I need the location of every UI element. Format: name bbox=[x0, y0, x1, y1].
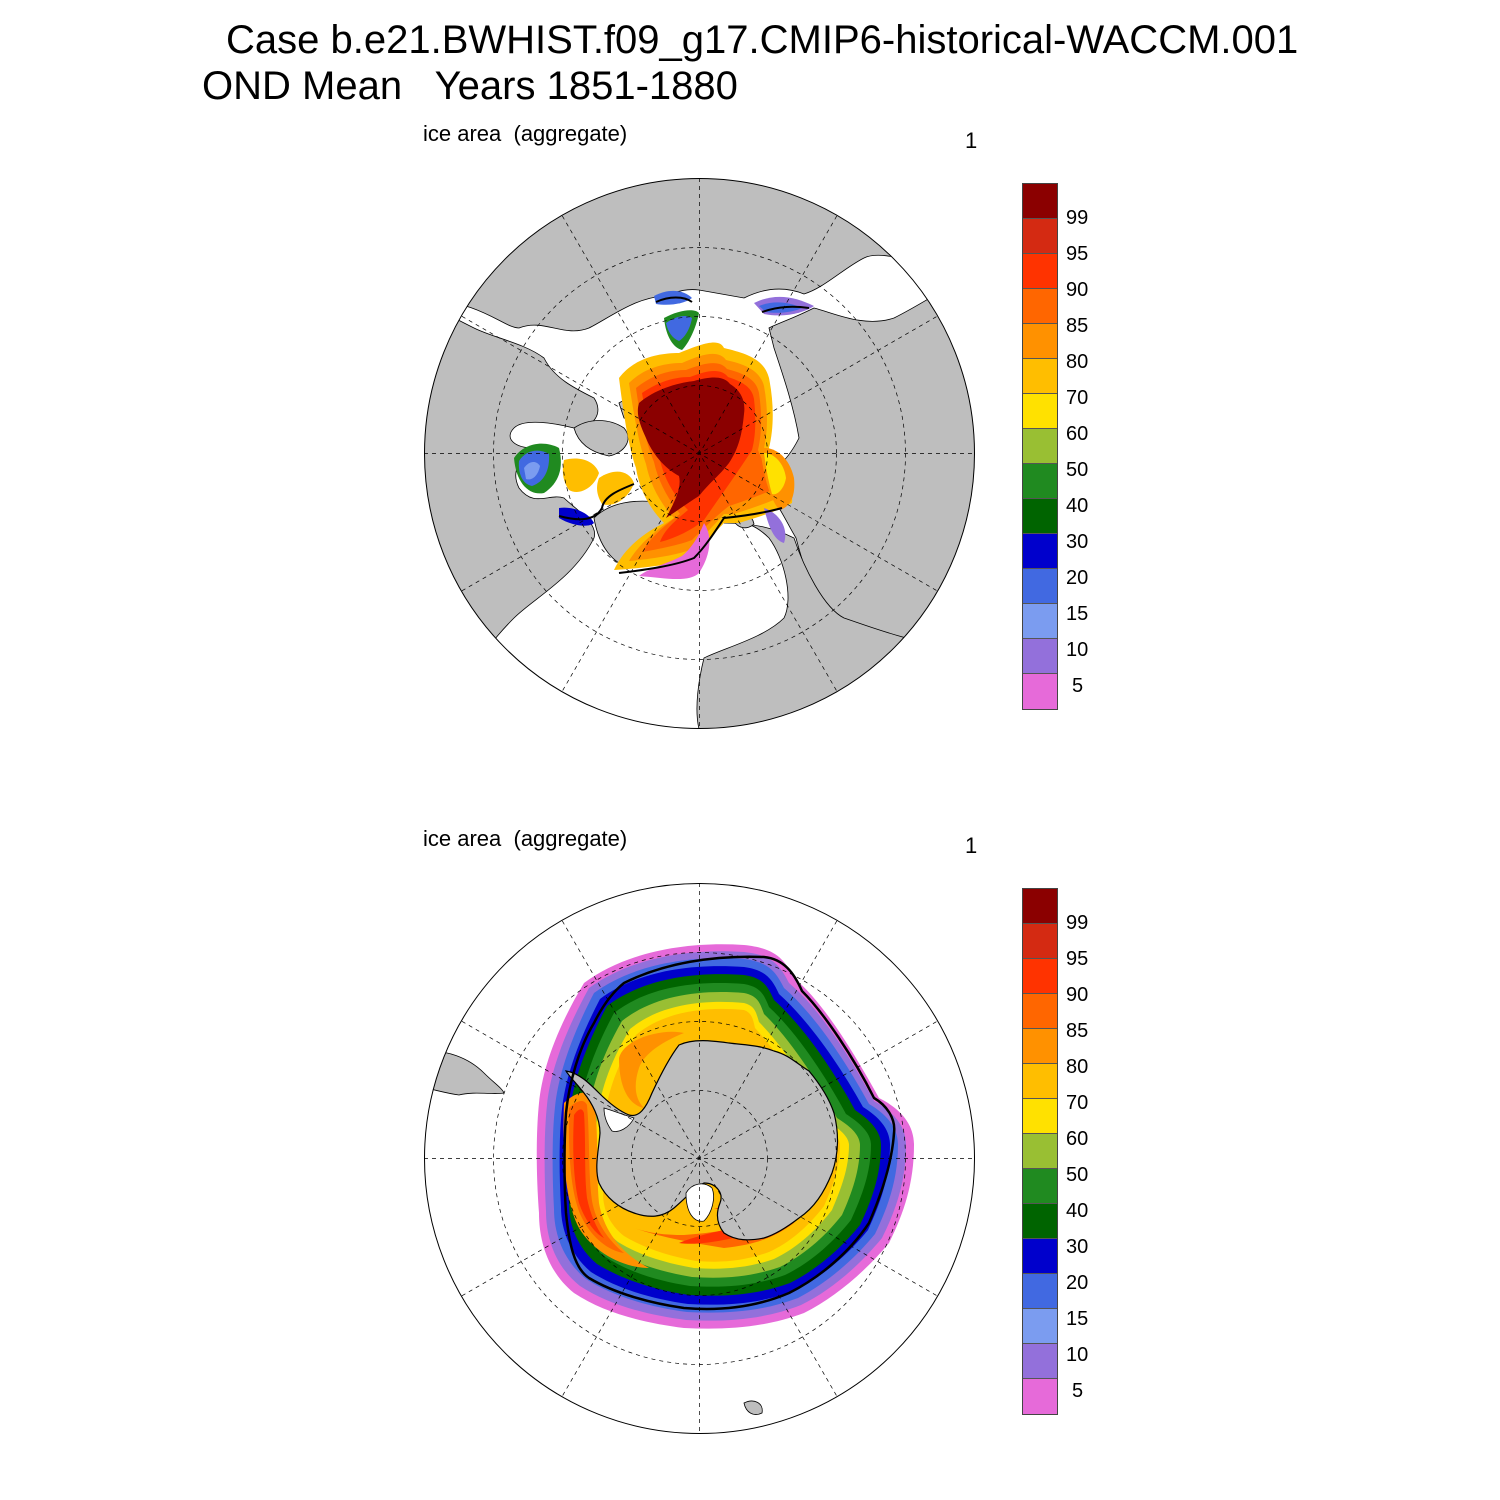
north-legend-label: 15 bbox=[1066, 603, 1089, 625]
south-legend-swatch bbox=[1023, 1134, 1057, 1169]
south-panel-variable-label: ice area (aggregate) bbox=[423, 826, 628, 851]
south-legend-label: 90 bbox=[1066, 984, 1089, 1006]
south-legend-label: 80 bbox=[1066, 1056, 1089, 1078]
north-legend-label: 10 bbox=[1066, 639, 1089, 661]
south-legend-label: 20 bbox=[1066, 1272, 1089, 1294]
south-legend-colorbar bbox=[1022, 888, 1058, 1415]
south-legend-swatch bbox=[1023, 1064, 1057, 1099]
south-legend-label: 99 bbox=[1066, 912, 1089, 934]
north-panel-variable-label: ice area (aggregate) bbox=[423, 121, 628, 146]
south-legend-label: 95 bbox=[1066, 948, 1089, 970]
figure-title-period: OND Mean Years 1851-1880 bbox=[202, 64, 738, 108]
south-legend-swatch bbox=[1023, 1169, 1057, 1204]
north-legend-label: 30 bbox=[1066, 531, 1089, 553]
south-legend-label: 30 bbox=[1066, 1236, 1089, 1258]
south-legend-label: 60 bbox=[1066, 1128, 1089, 1150]
north-legend-label: 85 bbox=[1066, 315, 1089, 337]
south-legend-swatch bbox=[1023, 994, 1057, 1029]
north-legend-label: 50 bbox=[1066, 459, 1089, 481]
north-panel-units-label: 1 bbox=[965, 128, 978, 153]
north-legend-swatch bbox=[1023, 534, 1057, 569]
north-graticule bbox=[424, 178, 975, 729]
south-legend-swatch bbox=[1023, 1204, 1057, 1239]
south-legend-label: 70 bbox=[1066, 1092, 1089, 1114]
north-legend-swatch bbox=[1023, 464, 1057, 499]
south-legend-swatch bbox=[1023, 1099, 1057, 1134]
south-legend-label: 50 bbox=[1066, 1164, 1089, 1186]
south-panel-units-label: 1 bbox=[965, 833, 978, 858]
south-legend-swatch bbox=[1023, 1239, 1057, 1274]
north-legend-label: 70 bbox=[1066, 387, 1089, 409]
north-legend-swatch bbox=[1023, 499, 1057, 534]
south-legend-swatch bbox=[1023, 924, 1057, 959]
south-graticule bbox=[424, 883, 975, 1434]
south-legend-swatch bbox=[1023, 889, 1057, 924]
south-legend-label: 15 bbox=[1066, 1308, 1089, 1330]
south-legend-swatch bbox=[1023, 959, 1057, 994]
north-legend-swatch bbox=[1023, 569, 1057, 604]
north-legend-swatch bbox=[1023, 394, 1057, 429]
north-legend-swatch bbox=[1023, 289, 1057, 324]
figure-title-case: Case b.e21.BWHIST.f09_g17.CMIP6-historic… bbox=[226, 18, 1299, 62]
south-ice-edge-line bbox=[563, 955, 896, 1311]
south-legend-label: 40 bbox=[1066, 1200, 1089, 1222]
north-legend-swatch bbox=[1023, 254, 1057, 289]
north-legend-label: 90 bbox=[1066, 279, 1089, 301]
north-legend-swatch bbox=[1023, 359, 1057, 394]
north-legend-colorbar bbox=[1022, 183, 1058, 710]
north-ice-edge-line bbox=[558, 296, 810, 574]
antarctica-land bbox=[564, 1040, 839, 1241]
north-legend-swatch bbox=[1023, 639, 1057, 674]
south-polar-map bbox=[424, 883, 975, 1434]
south-legend-label: 10 bbox=[1066, 1344, 1089, 1366]
north-legend-label: 20 bbox=[1066, 567, 1089, 589]
north-legend-swatch bbox=[1023, 674, 1057, 709]
south-legend-swatch bbox=[1023, 1379, 1057, 1414]
north-legend-label: 95 bbox=[1066, 243, 1089, 265]
north-legend-swatch bbox=[1023, 184, 1057, 219]
south-legend-swatch bbox=[1023, 1029, 1057, 1064]
north-legend-swatch bbox=[1023, 324, 1057, 359]
north-legend-label: 99 bbox=[1066, 207, 1089, 229]
north-legend-swatch bbox=[1023, 429, 1057, 464]
north-legend-label: 60 bbox=[1066, 423, 1089, 445]
south-legend-swatch bbox=[1023, 1344, 1057, 1379]
north-polar-map bbox=[424, 178, 975, 729]
south-legend-swatch bbox=[1023, 1274, 1057, 1309]
south-legend-swatch bbox=[1023, 1309, 1057, 1344]
north-legend-swatch bbox=[1023, 219, 1057, 254]
south-legend-label: 5 bbox=[1072, 1380, 1084, 1402]
north-legend-swatch bbox=[1023, 604, 1057, 639]
north-legend-label: 40 bbox=[1066, 495, 1089, 517]
south-legend-label: 85 bbox=[1066, 1020, 1089, 1042]
north-legend-label: 80 bbox=[1066, 351, 1089, 373]
north-legend-label: 5 bbox=[1072, 675, 1084, 697]
